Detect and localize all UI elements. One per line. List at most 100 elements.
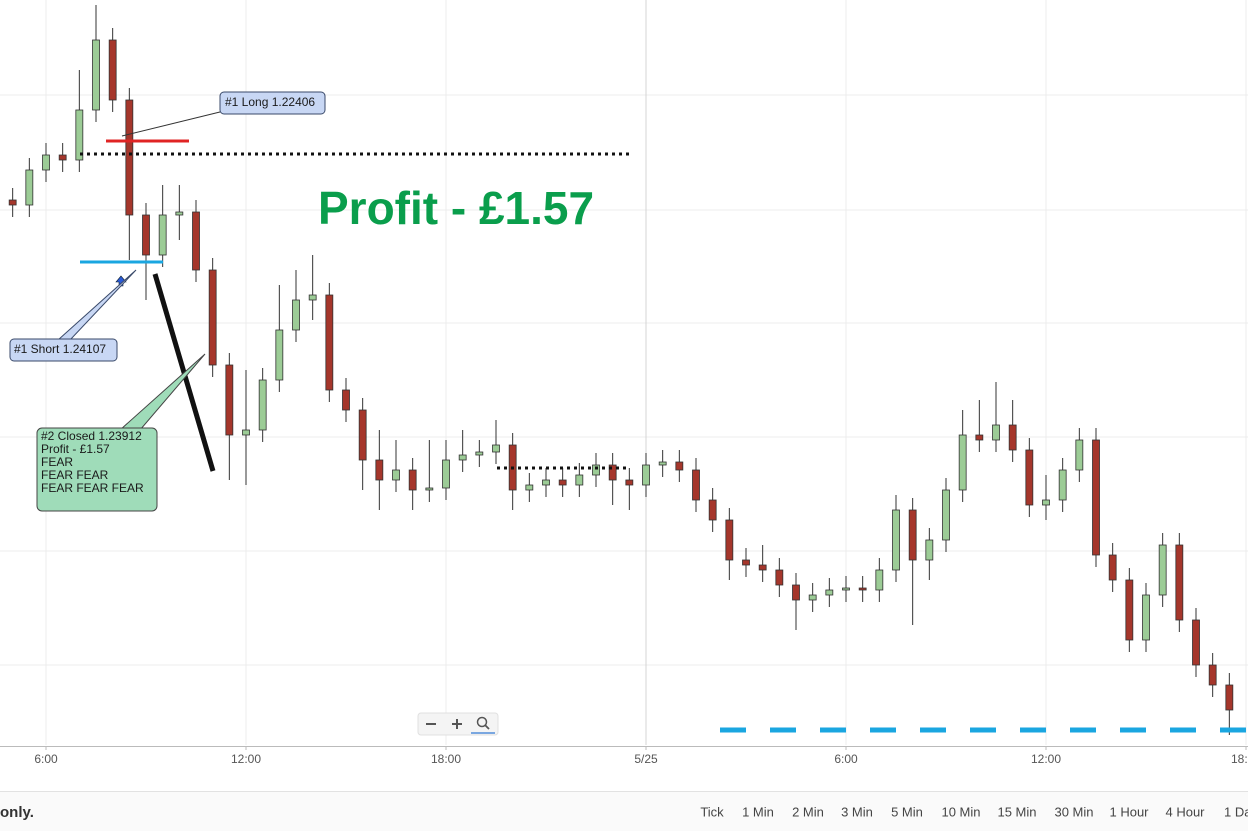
candle-body bbox=[325, 294, 334, 391]
timeframe-button[interactable]: Tick bbox=[700, 804, 724, 819]
candle-body bbox=[308, 294, 317, 301]
candle-body bbox=[708, 499, 717, 521]
short-label: #1 Short 1.24107 bbox=[14, 342, 106, 356]
candle-body bbox=[242, 429, 250, 436]
timeframe-button[interactable]: 30 Min bbox=[1054, 804, 1093, 819]
candle-body bbox=[475, 451, 484, 456]
price-grid bbox=[0, 94, 1248, 666]
profit-headline: Profit - £1.57 bbox=[318, 182, 594, 234]
candle-body bbox=[8, 199, 17, 206]
candle-body bbox=[625, 479, 634, 486]
candle-body bbox=[1008, 424, 1017, 451]
candle-body bbox=[742, 559, 750, 566]
timeframe-button[interactable]: 10 Min bbox=[941, 804, 980, 819]
timeframe-button[interactable]: 4 Hour bbox=[1165, 804, 1205, 819]
candle-body bbox=[275, 329, 284, 381]
timeframe-button[interactable]: 5 Min bbox=[891, 804, 923, 819]
candle-body bbox=[658, 461, 667, 466]
candle-body bbox=[592, 464, 600, 476]
candle-body bbox=[258, 379, 267, 431]
candle-body bbox=[108, 39, 117, 101]
toolbar bbox=[0, 791, 1248, 831]
timeframe-button[interactable]: 3 Min bbox=[841, 804, 873, 819]
timeframe-button[interactable]: 15 Min bbox=[997, 804, 1036, 819]
candle-body bbox=[992, 424, 1000, 441]
closed-label: Profit - £1.57 bbox=[41, 442, 110, 456]
short-callout bbox=[9, 338, 118, 362]
candle-body bbox=[1075, 439, 1084, 471]
zoom-in[interactable] bbox=[452, 719, 462, 729]
candle-body bbox=[125, 99, 134, 216]
closed-label: FEAR FEAR bbox=[41, 468, 109, 482]
candle-body bbox=[958, 434, 967, 491]
x-axis: 6:00 12:00 18:00 5/25 6:00 12:00 18:00 bbox=[34, 746, 1248, 766]
candle-body bbox=[492, 444, 500, 453]
candle-body bbox=[1125, 579, 1134, 641]
candle-body bbox=[1058, 469, 1067, 501]
candle-body bbox=[292, 299, 300, 331]
x-tick-label: 18:00 bbox=[431, 752, 461, 766]
candle-body bbox=[692, 469, 700, 501]
zoom-reset[interactable] bbox=[476, 716, 490, 730]
candle-body bbox=[908, 509, 917, 561]
candle-body bbox=[775, 569, 784, 586]
x-tick-label: 12:00 bbox=[231, 752, 261, 766]
closed-label: FEAR FEAR FEAR bbox=[41, 481, 144, 495]
candle-body bbox=[542, 479, 550, 486]
candle-body bbox=[558, 479, 567, 486]
candles bbox=[8, 5, 1234, 735]
timeframe-button[interactable]: 1 Min bbox=[742, 804, 774, 819]
candle-body bbox=[758, 564, 767, 571]
long-callout bbox=[219, 91, 326, 115]
candle-body bbox=[525, 484, 534, 491]
zoom-controls bbox=[417, 712, 499, 736]
candle-body bbox=[892, 509, 900, 571]
candle-body bbox=[925, 539, 934, 561]
candle-body bbox=[1175, 544, 1184, 621]
toolbar-note: only. bbox=[0, 804, 34, 821]
candle-body bbox=[1142, 594, 1150, 641]
candle-body bbox=[1225, 684, 1234, 711]
candle-body bbox=[792, 584, 800, 601]
candle-body bbox=[358, 409, 367, 461]
long-label: #1 Long 1.22406 bbox=[225, 95, 315, 109]
candle-body bbox=[1025, 449, 1034, 506]
candle-body bbox=[1092, 439, 1100, 556]
timeframe-button[interactable]: 1 Day bbox=[1224, 804, 1248, 819]
candle-body bbox=[808, 594, 817, 601]
candle-body bbox=[192, 211, 200, 271]
candle-body bbox=[375, 459, 384, 481]
candle-body bbox=[975, 434, 984, 441]
x-tick-label: 6:00 bbox=[34, 752, 58, 766]
timeframe-buttons: Tick 1 Min 2 Min 3 Min 5 Min 10 Min 15 Min 30 M… bbox=[700, 804, 1248, 819]
closed-label: #2 Closed 1.23912 bbox=[41, 429, 142, 443]
candle-body bbox=[158, 214, 167, 256]
candle-body bbox=[25, 169, 34, 206]
candle-body bbox=[875, 569, 884, 591]
candle-body bbox=[842, 587, 850, 591]
candle-body bbox=[408, 469, 417, 491]
candle-body bbox=[858, 587, 867, 591]
candle-body bbox=[342, 389, 350, 411]
candle-body bbox=[675, 461, 684, 471]
candle-body bbox=[92, 39, 100, 111]
candle-body bbox=[1192, 619, 1200, 666]
closed-callout bbox=[36, 427, 158, 512]
candle-body bbox=[608, 464, 617, 481]
candle-body bbox=[225, 364, 234, 436]
candle-body bbox=[392, 469, 400, 481]
x-tick-label: 18:00 bbox=[1231, 752, 1248, 766]
closed-label: FEAR bbox=[41, 455, 73, 469]
x-tick-label: 12:00 bbox=[1031, 752, 1061, 766]
time-grid bbox=[45, 0, 1247, 745]
callout-pointer bbox=[121, 110, 225, 137]
candle-body bbox=[208, 269, 217, 366]
candle-body bbox=[458, 454, 467, 461]
candle-body bbox=[1108, 554, 1117, 581]
timeframe-button[interactable]: 1 Hour bbox=[1109, 804, 1149, 819]
candle-body bbox=[1042, 499, 1050, 506]
timeframe-button[interactable]: 2 Min bbox=[792, 804, 824, 819]
candle-body bbox=[425, 487, 434, 491]
